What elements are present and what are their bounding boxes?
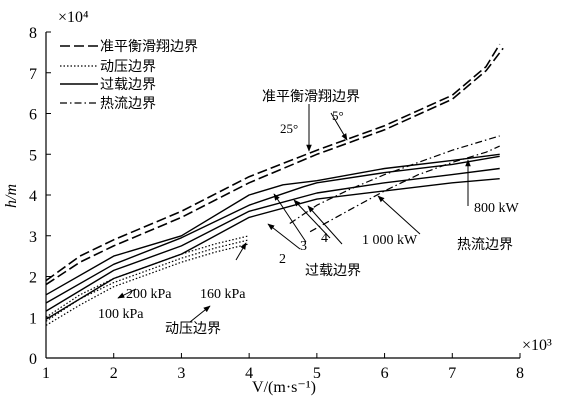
series-line-dashed-0 — [45, 47, 504, 286]
x-axis-label: V/(m·s⁻¹) — [252, 379, 316, 396]
arrow-line-2 — [267, 223, 301, 250]
series-line-dotted-4 — [45, 235, 250, 318]
annotation-200kpa: 200 kPa — [126, 287, 172, 302]
x-multiplier: ×10³ — [522, 337, 552, 354]
series-line-dotted-3 — [45, 239, 250, 322]
annotation-800kw: 800 kW — [474, 201, 520, 216]
series-line-dashdot-10 — [289, 135, 500, 224]
arrow-1000kw — [377, 195, 421, 235]
x-tick-label-3: 4 — [245, 365, 253, 382]
arrow-dynamic — [189, 305, 211, 323]
annotation-quasi: 准平衡滑翔边界 — [262, 88, 360, 105]
legend-label-overload: 过载边界 — [100, 77, 156, 93]
y-tick-label-5: 5 — [29, 147, 37, 164]
y-axis-label: h/m — [3, 184, 20, 208]
arrow-line-4 — [293, 199, 331, 239]
annotation-arrows — [117, 104, 471, 323]
arrow-5deg — [330, 112, 348, 141]
series-line-solid-5 — [45, 178, 500, 320]
series-line-solid-8 — [45, 153, 500, 296]
series-line-solid-7 — [45, 155, 500, 304]
y-tick-label-3: 3 — [29, 229, 37, 246]
series-line-dashdot-9 — [309, 145, 500, 233]
arrow-line-3 — [273, 193, 307, 243]
y-tick-label-2: 2 — [29, 270, 37, 287]
x-tick-label-5: 6 — [381, 365, 389, 382]
annotation-dynamic: 动压边界 — [165, 321, 221, 337]
annotations: 准平衡滑翔边界 25° 5° 200 kPa 160 kPa 100 kPa 动… — [98, 88, 520, 337]
annotation-5deg: 5° — [332, 108, 344, 123]
x-tick-label-1: 2 — [110, 365, 118, 382]
annotation-25deg: 25° — [280, 121, 298, 136]
legend: 准平衡滑翔边界 动压边界 过载边界 热流边界 — [60, 38, 198, 112]
arrow-overload — [307, 205, 343, 245]
y-tick-label-0: 0 — [29, 351, 37, 368]
arrow-160kpa — [235, 242, 247, 261]
y-multiplier: ×10⁴ — [58, 9, 89, 26]
annotation-4: 4 — [321, 231, 328, 246]
annotation-heat: 热流边界 — [457, 237, 513, 253]
y-tick-label-6: 6 — [29, 107, 37, 124]
plot-area — [45, 43, 504, 326]
arrow-200kpa — [117, 288, 137, 299]
series-line-solid-6 — [45, 167, 500, 312]
x-tick-label-2: 3 — [177, 365, 185, 382]
annotation-100kpa: 100 kPa — [98, 307, 144, 322]
x-tick-label-0: 1 — [42, 365, 50, 382]
y-tick-label-4: 4 — [29, 188, 37, 205]
y-tick-label-1: 1 — [29, 310, 37, 327]
x-tick-label-7: 8 — [516, 365, 524, 382]
series-line-dotted-2 — [45, 243, 250, 326]
legend-label-heat: 热流边界 — [100, 96, 156, 112]
annotation-2: 2 — [279, 252, 286, 267]
y-tick-label-7: 7 — [29, 66, 37, 83]
legend-label-dynamic: 动压边界 — [100, 59, 156, 75]
annotation-3: 3 — [300, 239, 307, 254]
x-tick-label-4: 5 — [313, 365, 321, 382]
legend-label-quasi: 准平衡滑翔边界 — [100, 38, 198, 55]
annotation-160kpa: 160 kPa — [200, 287, 246, 302]
annotation-1000kw: 1 000 kW — [362, 233, 418, 248]
series-line-dashed-1 — [45, 43, 501, 282]
x-tick-label-6: 7 — [448, 365, 456, 382]
y-tick-label-8: 8 — [29, 25, 37, 42]
annotation-overload: 过载边界 — [305, 263, 361, 279]
